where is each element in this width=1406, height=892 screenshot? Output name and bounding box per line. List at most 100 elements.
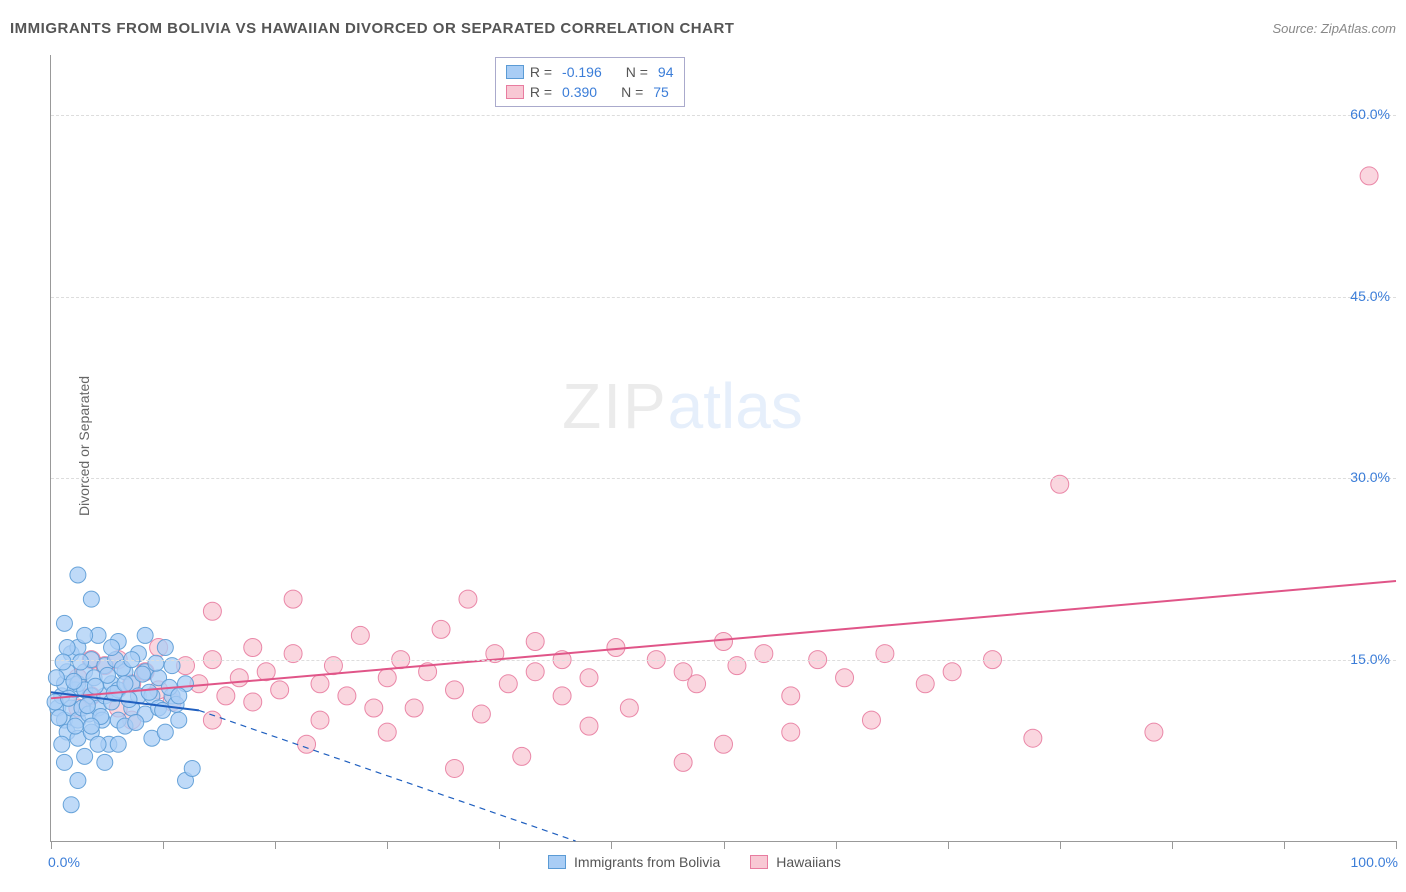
- swatch-bolivia-icon: [548, 855, 566, 869]
- data-point: [73, 654, 89, 670]
- data-point: [128, 714, 144, 730]
- data-point: [688, 675, 706, 693]
- data-point: [499, 675, 517, 693]
- data-point: [459, 590, 477, 608]
- data-point: [513, 747, 531, 765]
- data-point: [67, 718, 83, 734]
- n-label: N =: [626, 64, 648, 80]
- source-attribution: Source: ZipAtlas.com: [1272, 21, 1396, 36]
- legend-label-hawaiians: Hawaiians: [776, 854, 841, 870]
- data-point: [171, 712, 187, 728]
- chart-title: IMMIGRANTS FROM BOLIVIA VS HAWAIIAN DIVO…: [10, 20, 734, 37]
- data-point: [110, 736, 126, 752]
- legend-stats-row-bolivia: R = -0.196 N = 94: [506, 62, 674, 82]
- data-point: [59, 640, 75, 656]
- data-point: [63, 797, 79, 813]
- data-point: [77, 627, 93, 643]
- n-label: N =: [621, 84, 643, 100]
- data-point: [217, 687, 235, 705]
- legend-stats: R = -0.196 N = 94 R = 0.390 N = 75: [495, 57, 685, 107]
- data-point: [77, 748, 93, 764]
- data-point: [171, 688, 187, 704]
- swatch-hawaiians: [506, 85, 524, 99]
- data-point: [83, 718, 99, 734]
- data-point: [378, 669, 396, 687]
- data-point: [526, 632, 544, 650]
- data-point: [916, 675, 934, 693]
- data-point: [553, 687, 571, 705]
- data-point: [99, 667, 115, 683]
- data-point: [782, 723, 800, 741]
- x-axis-max-label: 100.0%: [1351, 854, 1398, 870]
- n-value-hawaiians: 75: [653, 84, 669, 100]
- data-point: [56, 754, 72, 770]
- data-point: [862, 711, 880, 729]
- legend-item-bolivia: Immigrants from Bolivia: [548, 854, 720, 870]
- data-point: [472, 705, 490, 723]
- data-point: [311, 711, 329, 729]
- plot-svg: [51, 55, 1396, 841]
- data-point: [203, 711, 221, 729]
- data-point: [446, 759, 464, 777]
- data-point: [526, 663, 544, 681]
- r-value-bolivia: -0.196: [562, 64, 602, 80]
- data-point: [580, 717, 598, 735]
- y-tick-label: 15.0%: [1350, 651, 1390, 667]
- legend-label-bolivia: Immigrants from Bolivia: [574, 854, 720, 870]
- data-point: [1360, 167, 1378, 185]
- data-point: [284, 590, 302, 608]
- data-point: [203, 602, 221, 620]
- data-point: [157, 640, 173, 656]
- data-point: [141, 684, 157, 700]
- data-point: [184, 760, 200, 776]
- plot: ZIPatlas R = -0.196 N = 94 R = 0.390 N =…: [50, 55, 1396, 842]
- data-point: [620, 699, 638, 717]
- data-point: [70, 773, 86, 789]
- y-tick-label: 30.0%: [1350, 469, 1390, 485]
- data-point: [121, 692, 137, 708]
- y-tick-label: 60.0%: [1350, 106, 1390, 122]
- data-point: [104, 640, 120, 656]
- chart-area: ZIPatlas R = -0.196 N = 94 R = 0.390 N =…: [50, 55, 1396, 842]
- data-point: [134, 666, 150, 682]
- data-point: [1145, 723, 1163, 741]
- data-point: [90, 736, 106, 752]
- data-point: [157, 724, 173, 740]
- data-point: [715, 632, 733, 650]
- data-point: [244, 639, 262, 657]
- r-value-hawaiians: 0.390: [562, 84, 597, 100]
- legend-series: Immigrants from Bolivia Hawaiians: [548, 854, 841, 870]
- data-point: [83, 591, 99, 607]
- data-point: [1024, 729, 1042, 747]
- r-label: R =: [530, 84, 552, 100]
- data-point: [148, 655, 164, 671]
- data-point: [432, 620, 450, 638]
- data-point: [715, 735, 733, 753]
- data-point: [943, 663, 961, 681]
- legend-stats-row-hawaiians: R = 0.390 N = 75: [506, 82, 674, 102]
- data-point: [351, 626, 369, 644]
- data-point: [244, 693, 262, 711]
- data-point: [378, 723, 396, 741]
- data-point: [405, 699, 423, 717]
- data-point: [271, 681, 289, 699]
- data-point: [137, 627, 153, 643]
- data-point: [782, 687, 800, 705]
- data-point: [338, 687, 356, 705]
- data-point: [446, 681, 464, 699]
- data-point: [117, 676, 133, 692]
- data-point: [311, 675, 329, 693]
- data-point: [97, 754, 113, 770]
- data-point: [230, 669, 248, 687]
- data-point: [55, 654, 71, 670]
- data-point: [60, 690, 76, 706]
- n-value-bolivia: 94: [658, 64, 674, 80]
- data-point: [51, 710, 67, 726]
- data-point: [580, 669, 598, 687]
- legend-item-hawaiians: Hawaiians: [750, 854, 841, 870]
- data-point: [54, 736, 70, 752]
- data-point: [365, 699, 383, 717]
- data-point: [298, 735, 316, 753]
- data-point: [79, 698, 95, 714]
- x-axis-min-label: 0.0%: [48, 854, 80, 870]
